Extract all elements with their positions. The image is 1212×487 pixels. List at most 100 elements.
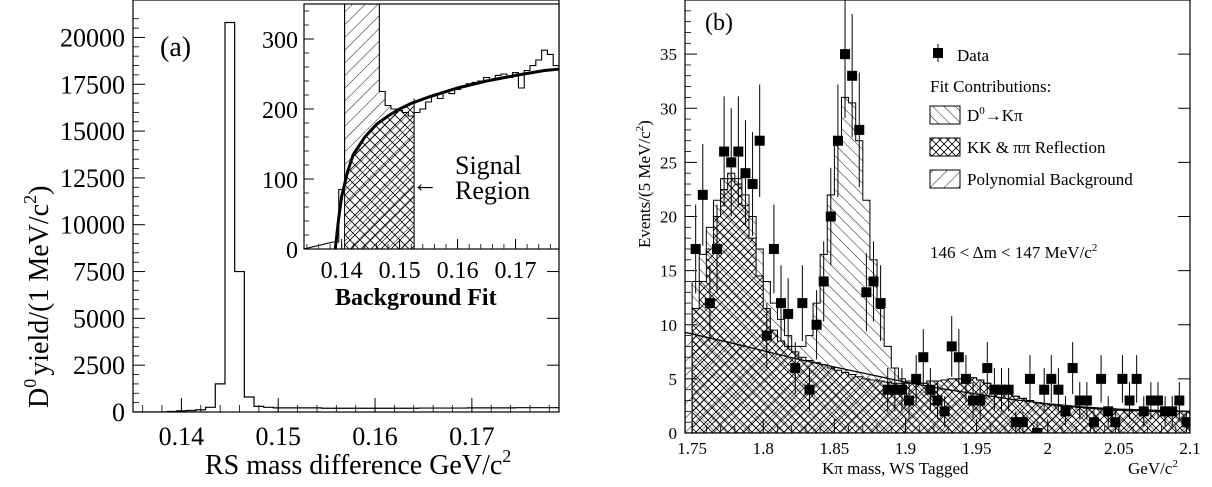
b-x-tick-label-1.75: 1.75 (677, 439, 707, 458)
y-tick-label-5000: 5000 (73, 304, 125, 333)
inset-x-ticks: 0.14 0.15 0.16 0.17 (306, 239, 551, 284)
b-y-tick-label-5: 5 (669, 370, 678, 389)
data-point (1017, 417, 1028, 428)
panel-b: 0 5 10 15 20 25 30 35 1.75 1.8 1.85 1.9 1.95 2 2.05 2.… (634, 0, 1201, 478)
y-tick-label-2500: 2500 (73, 351, 125, 380)
rs-mass-histogram (133, 21, 559, 412)
inset-x-tick-label-0.14: 0.14 (321, 258, 363, 284)
data-point (896, 384, 907, 395)
data-point (1131, 373, 1142, 384)
data-point (1081, 395, 1092, 406)
panel-a-label: (a) (160, 32, 191, 63)
legend-reflection-swatch (929, 137, 961, 157)
panel-b-plot-area (685, 0, 1190, 433)
data-point (832, 135, 843, 146)
b-y-tick-label-30: 30 (660, 99, 677, 118)
panel-a-y-ticks: 0 2500 5000 7500 10000 12500 15000 17500 20000 (60, 18, 559, 427)
data-point (1096, 373, 1107, 384)
legend: Data Fit Contributions: D0→Kπ KK & ππ Re… (929, 44, 1133, 189)
data-point (868, 276, 879, 287)
data-point (733, 146, 744, 157)
data-point (811, 319, 822, 330)
b-x-tick-label-1.8: 1.8 (753, 439, 774, 458)
data-point (825, 211, 836, 222)
data-point (1160, 406, 1171, 417)
inset-caption: Background Fit (335, 285, 497, 311)
data-point (1110, 417, 1121, 428)
data-point (712, 243, 723, 254)
data-point (776, 298, 787, 309)
data-point (939, 406, 950, 417)
data-point (1024, 373, 1035, 384)
inset-y-tick-label-300: 300 (262, 28, 298, 54)
legend-data-marker (933, 44, 943, 62)
b-y-tick-label-25: 25 (660, 153, 677, 172)
inset-x-tick-label-0.15: 0.15 (379, 258, 421, 284)
data-point (1046, 373, 1057, 384)
data-point (1074, 395, 1085, 406)
x-tick-label-0.15: 0.15 (255, 422, 301, 451)
inset-annotation-region: Region (455, 176, 530, 205)
legend-data-label: Data (957, 46, 990, 65)
x-tick-label-0.17: 0.17 (449, 422, 495, 451)
data-point (982, 363, 993, 374)
inset-background (304, 4, 559, 249)
panel-a-x-axis-label: RS mass difference GeV/c2 (205, 446, 511, 481)
inset-x-tick-label-0.16: 0.16 (437, 258, 479, 284)
legend-reflection-label: KK & ππ Reflection (967, 138, 1106, 157)
panel-a-y-axis-label: D0yield/(1 MeV/c2) (20, 186, 55, 408)
b-y-tick-label-15: 15 (660, 262, 677, 281)
inset-background-fit-curve (333, 67, 559, 249)
inset-y-tick-label-0: 0 (286, 238, 298, 264)
data-point (804, 384, 815, 395)
b-y-tick-label-0: 0 (669, 424, 678, 443)
inset-annotation-signal: Signal (455, 151, 521, 180)
data-point (1032, 428, 1043, 433)
b-y-tick-label-35: 35 (660, 45, 677, 64)
data-point (932, 395, 943, 406)
panel-b-x-ticks: 1.75 1.8 1.85 1.9 1.95 2 2.05 2.1 (677, 419, 1201, 458)
data-point (918, 352, 929, 363)
data-point (1152, 395, 1163, 406)
data-point (911, 373, 922, 384)
y-tick-label-17500: 17500 (60, 70, 125, 99)
b-x-tick-label-1.95: 1.95 (962, 439, 992, 458)
inset-plot-area (304, 4, 559, 249)
y-tick-label-7500: 7500 (73, 258, 125, 287)
legend-background-swatch (929, 169, 961, 189)
b-x-tick-label-1.85: 1.85 (819, 439, 849, 458)
inset-y-ticks: 0 100 200 300 (262, 10, 314, 264)
data-point (1010, 417, 1021, 428)
data-point (904, 395, 915, 406)
data-point (840, 49, 851, 60)
panel-b-x-axis-unit: GeV/c2 (1128, 458, 1178, 478)
legend-contributions-label: Fit Contributions: (930, 77, 1051, 96)
b-y-tick-label-20: 20 (660, 208, 677, 227)
data-point (1060, 406, 1071, 417)
legend-signal-label: D0→Kπ (967, 105, 1023, 125)
data-point (854, 124, 865, 135)
data-point (697, 189, 708, 200)
data-point (953, 352, 964, 363)
x-tick-label-0.16: 0.16 (352, 422, 398, 451)
data-point (747, 179, 758, 190)
legend-signal-swatch (929, 105, 961, 125)
data-points (690, 0, 1190, 433)
b-x-tick-label-1.9: 1.9 (895, 439, 916, 458)
panel-a-x-ticks: 0.14 0.15 0.16 0.17 (142, 398, 550, 451)
inset-frame (303, 3, 560, 250)
data-point (968, 395, 979, 406)
data-point (740, 168, 751, 179)
panel-b-label: (b) (705, 10, 733, 36)
data-point (847, 70, 858, 81)
data-point (719, 146, 730, 157)
data-point (960, 373, 971, 384)
data-point (996, 384, 1007, 395)
data-point (1138, 406, 1149, 417)
data-point (790, 363, 801, 374)
data-point (754, 135, 765, 146)
data-point (726, 157, 737, 168)
data-point (875, 298, 886, 309)
panel-b-y-axis-label: Events/(5 MeV/c2) (634, 120, 654, 248)
